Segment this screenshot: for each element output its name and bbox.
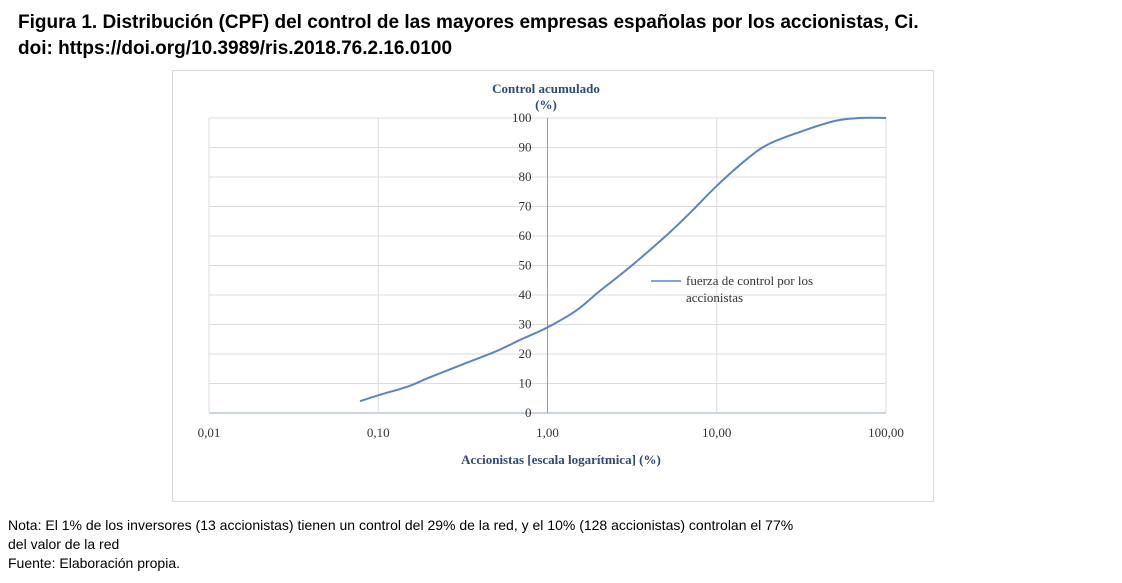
x-tick-labels: 0,01 0,10 1,00 10,00 100,00 <box>198 425 904 440</box>
legend-label-line-1: fuerza de control por los <box>686 273 813 288</box>
y-tick-label: 80 <box>519 169 532 184</box>
figure-title-line-1: Figura 1. Distribución (CPF) del control… <box>18 12 919 33</box>
y-tick-label: 50 <box>519 258 532 273</box>
figure-notes: Nota: El 1% de los inversores (13 accion… <box>8 516 1108 573</box>
source-line: Fuente: Elaboración propia. <box>8 555 180 571</box>
y-tick-label: 40 <box>519 287 532 302</box>
x-tick-label: 1,00 <box>536 425 559 440</box>
series-line <box>359 116 887 403</box>
figure-title-doi: doi: https://doi.org/10.3989/ris.2018.76… <box>18 38 453 59</box>
y-tick-label: 0 <box>525 405 532 420</box>
x-tick-label: 0,01 <box>198 425 221 440</box>
y-axis-title: Control acumulado <box>492 81 600 96</box>
y-tick-label: 30 <box>519 317 532 332</box>
y-tick-label: 60 <box>519 228 532 243</box>
y-tick-label: 70 <box>519 199 532 214</box>
x-tick-label: 100,00 <box>868 425 904 440</box>
figure-title: Figura 1. Distribución (CPF) del control… <box>18 10 1108 62</box>
x-tick-label: 0,10 <box>367 425 390 440</box>
series-layer <box>359 116 887 403</box>
y-tick-label: 100 <box>512 110 532 125</box>
y-tick-labels: 0 10 20 30 40 50 60 70 80 90 100 <box>512 110 532 420</box>
legend-label-line-2: accionistas <box>686 290 743 305</box>
y-tick-label: 10 <box>519 376 532 391</box>
x-axis-title: Accionistas [escala logarítmica] (%) <box>461 452 661 467</box>
grid-lines <box>208 117 887 414</box>
chart-frame: 0 10 20 30 40 50 60 70 80 90 100 0,01 0,10 1,00 10,00… <box>172 70 934 502</box>
chart-svg: 0 10 20 30 40 50 60 70 80 90 100 0,01 0,10 1,00 10,00… <box>198 81 904 467</box>
note-line-1: Nota: El 1% de los inversores (13 accion… <box>8 517 794 533</box>
y-axis-unit: (%) <box>535 97 557 112</box>
y-tick-label: 90 <box>519 140 532 155</box>
note-line-2: del valor de la red <box>8 536 120 552</box>
y-tick-label: 20 <box>519 346 532 361</box>
x-tick-label: 10,00 <box>702 425 731 440</box>
